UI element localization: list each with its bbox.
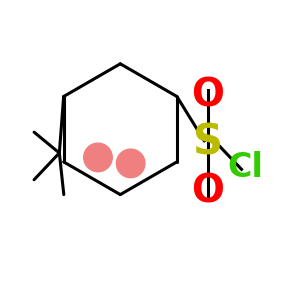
Text: S: S	[193, 122, 223, 164]
Text: Cl: Cl	[227, 151, 263, 184]
Circle shape	[116, 149, 145, 178]
Text: O: O	[191, 172, 224, 211]
Circle shape	[84, 143, 112, 172]
Text: O: O	[191, 76, 224, 114]
